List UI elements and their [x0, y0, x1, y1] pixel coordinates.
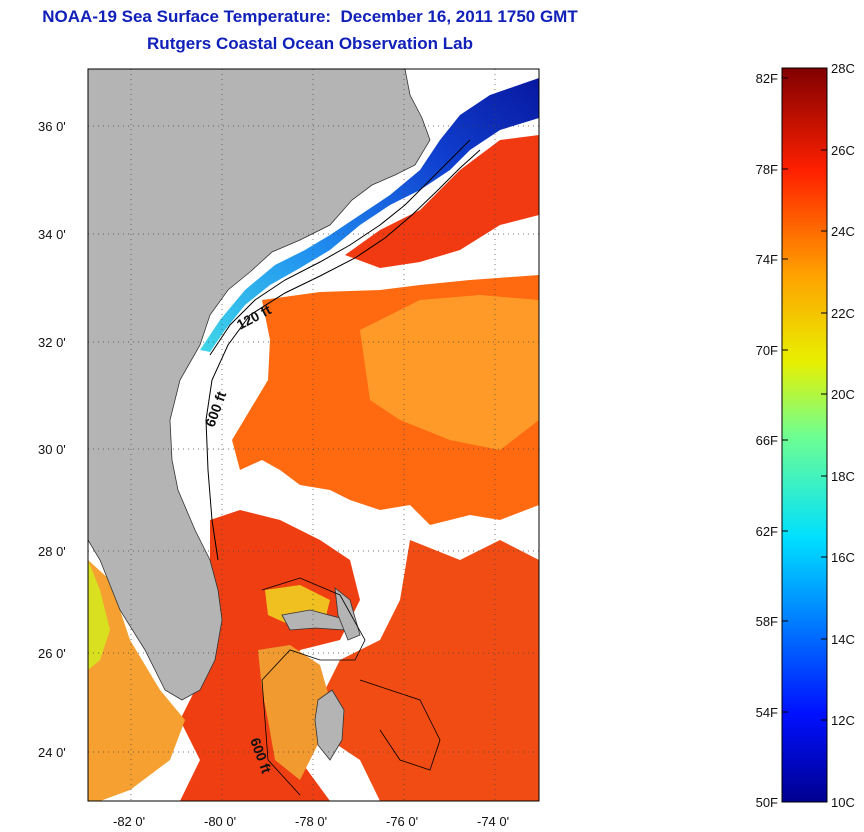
isobath-bahamas: [261, 577, 441, 796]
isobath-120ft: [209, 139, 471, 356]
colorbar-label-f: 74F: [756, 252, 778, 267]
colorbar-label-f: 78F: [756, 162, 778, 177]
colorbar-label-c: 16C: [831, 550, 855, 565]
colorbar-label-c: 26C: [831, 143, 855, 158]
lat-label: 30 0': [38, 442, 66, 457]
bahamas-bank-orange: [258, 645, 330, 780]
lon-label: -80 0': [204, 814, 236, 829]
longitude-axis: -82 0' -80 0' -78 0' -76 0' -74 0': [113, 814, 509, 829]
lat-label: 36 0': [38, 119, 66, 134]
lon-label: -82 0': [113, 814, 145, 829]
colorbar-label-f: 82F: [756, 71, 778, 86]
colorbar-label-c: 20C: [831, 387, 855, 402]
lat-label: 28 0': [38, 544, 66, 559]
colorbar-label-f: 70F: [756, 343, 778, 358]
light-orange-sst-patch: [360, 295, 539, 450]
lat-label: 24 0': [38, 745, 66, 760]
map-subtitle: Rutgers Coastal Ocean Observation Lab: [147, 34, 473, 53]
sst-map[interactable]: [88, 69, 539, 801]
colorbar-label-f: 50F: [756, 795, 778, 810]
colorbar-label-f: 66F: [756, 433, 778, 448]
colorbar-gradient: [781, 67, 828, 803]
red-offshore-band: [345, 135, 539, 268]
colorbar-label-c: 14C: [831, 632, 855, 647]
colorbar-label-c: 10C: [831, 795, 855, 810]
colorbar-label-c: 22C: [831, 306, 855, 321]
land-mass: [88, 69, 431, 701]
lat-label: 32 0': [38, 335, 66, 350]
lon-label: -76 0': [386, 814, 418, 829]
colorbar-label-c: 18C: [831, 469, 855, 484]
lon-label: -78 0': [295, 814, 327, 829]
keys-warm-water: [88, 560, 185, 801]
cold-coastal-band: [200, 78, 539, 352]
colorbar-label-f: 54F: [756, 705, 778, 720]
colorbar-label-c: 12C: [831, 713, 855, 728]
latitude-axis: 36 0' 34 0' 32 0' 30 0' 28 0' 26 0' 24 0…: [38, 119, 66, 760]
map-frame: [87, 68, 540, 802]
lon-label: -74 0': [477, 814, 509, 829]
warm-southeast-region: [320, 540, 539, 801]
colorbar: 82F 78F 74F 70F 66F 62F 58F 54F 50F 28C …: [756, 61, 855, 810]
colorbar-label-c: 24C: [831, 224, 855, 239]
graticule: [88, 69, 539, 801]
colorbar-label-f: 58F: [756, 614, 778, 629]
map-title: NOAA-19 Sea Surface Temperature: Decembe…: [42, 7, 578, 26]
isobath-600ft: [205, 149, 481, 561]
abaco-island: [334, 587, 361, 641]
andros-island: [314, 689, 345, 761]
colorbar-label-c: 28C: [831, 61, 855, 76]
lat-label: 34 0': [38, 227, 66, 242]
keys-yellow-water: [88, 560, 110, 670]
lat-label: 26 0': [38, 646, 66, 661]
colorbar-label-f: 62F: [756, 524, 778, 539]
